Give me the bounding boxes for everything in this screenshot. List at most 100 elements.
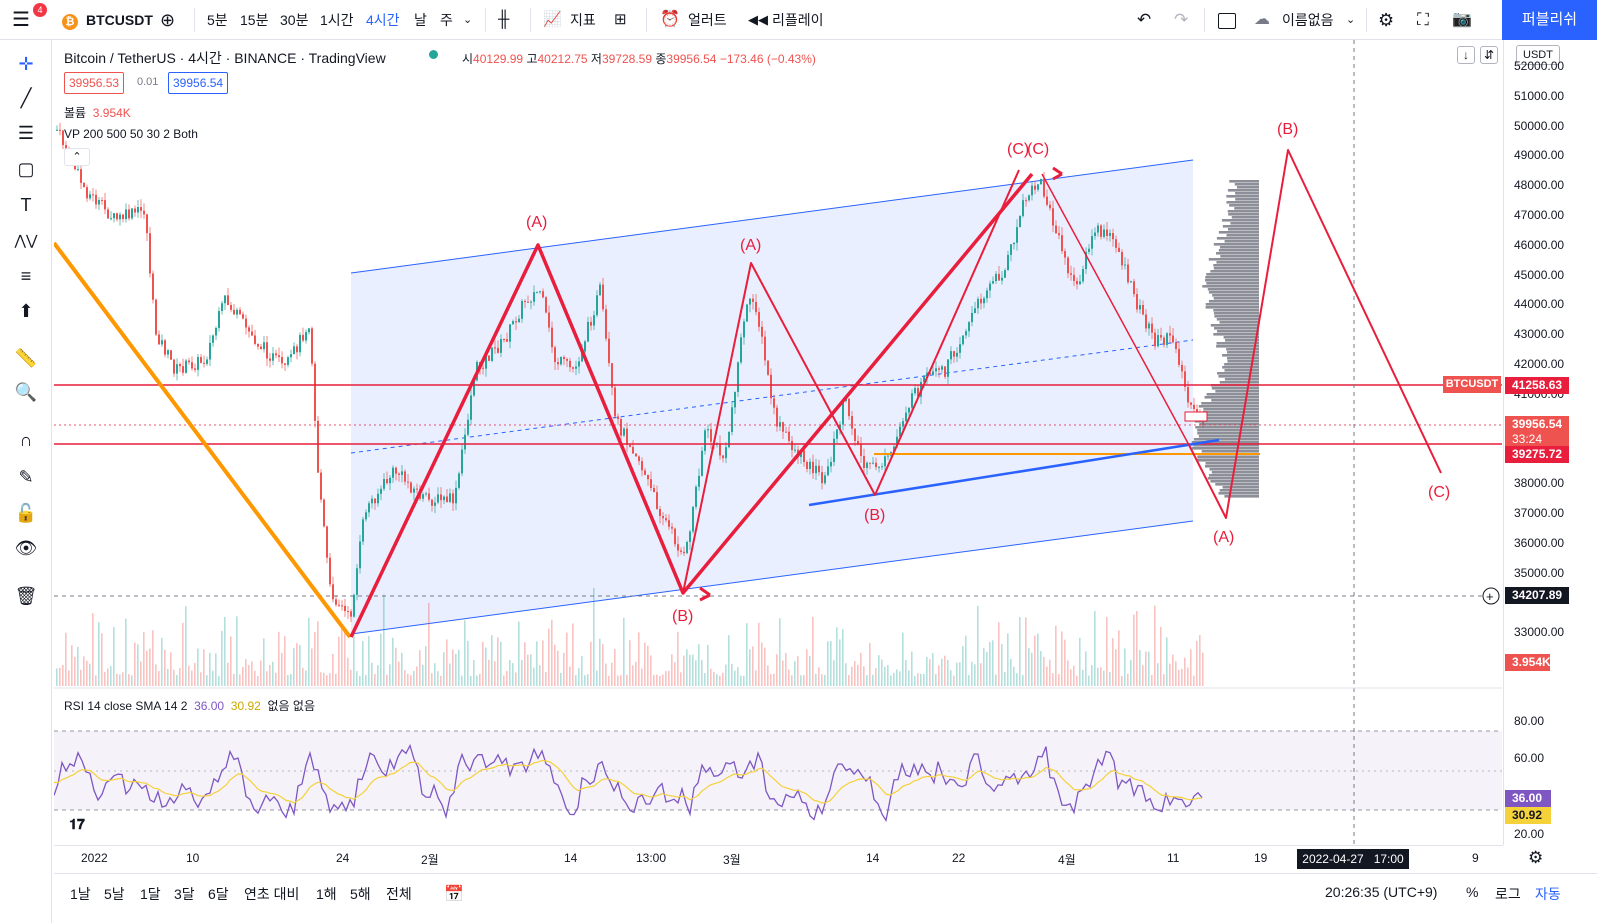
range-6m[interactable]: 6달 (208, 886, 229, 902)
candle-body (317, 420, 319, 473)
chevron-down-icon[interactable]: ⌄ (463, 14, 473, 26)
replay-icon[interactable]: ◀◀ (748, 12, 768, 27)
vp-legend[interactable]: VP 200 500 50 30 2 Both (64, 127, 198, 141)
volume-bar (656, 674, 658, 686)
trendline-icon[interactable]: ╱ (20, 88, 32, 108)
candle-body (767, 360, 769, 375)
volume-profile-row (1210, 324, 1259, 327)
range-5d[interactable]: 5날 (104, 886, 125, 902)
volume-bar (233, 673, 235, 686)
interval-1h[interactable]: 1시간 (320, 12, 354, 28)
crosshair-icon[interactable]: ✛ (18, 54, 34, 74)
candle-body (242, 314, 244, 319)
interval-15m[interactable]: 15분 (240, 12, 269, 28)
volume-legend[interactable]: 볼륨 3.954K (64, 106, 131, 120)
unlock-icon[interactable]: 🔓 (14, 503, 38, 523)
range-1y[interactable]: 1해 (316, 886, 337, 902)
lock-drawing-icon[interactable]: ✎ (18, 467, 34, 487)
layout-chevron-icon[interactable]: ⌄ (1346, 14, 1356, 26)
clock-timezone[interactable]: 20:26:35 (UTC+9) (1325, 884, 1438, 900)
fullscreen-icon[interactable]: ⛶ (1417, 10, 1429, 29)
volume-bar (1010, 658, 1012, 686)
candle-body (263, 342, 265, 350)
prediction-icon[interactable]: ≡ (20, 266, 32, 286)
rectangle-icon[interactable]: ▢ (17, 159, 35, 179)
indicators-icon[interactable]: 📈 (543, 11, 562, 28)
eye-icon[interactable]: 👁 (14, 538, 38, 558)
range-3m[interactable]: 3달 (174, 886, 195, 902)
alert-clock-icon[interactable]: ⏰ (660, 11, 680, 28)
range-1m[interactable]: 1달 (140, 886, 161, 902)
interval-week[interactable]: 주 (440, 12, 453, 28)
auto-toggle[interactable]: 자동 (1535, 886, 1561, 902)
publish-button[interactable]: 퍼블리쉬 (1502, 0, 1597, 40)
volume-bar (443, 652, 445, 686)
time-axis[interactable]: 2022 10 24 2월 14 13:00 3월 14 22 4월 11 19… (54, 845, 1503, 872)
range-5y[interactable]: 5해 (350, 886, 371, 902)
interval-30m[interactable]: 30분 (280, 12, 309, 28)
volume-bar (152, 630, 154, 686)
range-all[interactable]: 전체 (386, 886, 412, 902)
redo-icon[interactable]: ↷ (1174, 10, 1189, 29)
volume-bar (86, 660, 88, 686)
indicators-button[interactable]: 지표 (570, 12, 596, 28)
arrow-up-icon[interactable]: ⬆ (18, 301, 34, 321)
interval-5m[interactable]: 5분 (207, 12, 228, 28)
volume-bar (704, 673, 706, 686)
goto-date-icon[interactable]: 📅 (444, 886, 464, 903)
range-ytd[interactable]: 연초 대비 (244, 886, 300, 902)
chart-pane[interactable]: + (A) (B) (A) (54, 40, 1502, 845)
interval-day[interactable]: 날 (414, 12, 427, 28)
collapse-chevron-icon[interactable]: ⌃ (64, 148, 90, 166)
volume-profile-row (1219, 381, 1259, 384)
volume-profile-row (1213, 333, 1259, 336)
camera-icon[interactable]: 📷 (1452, 11, 1472, 28)
settings-gear-icon[interactable]: ⚙ (1378, 10, 1395, 30)
wave-label-c3: (C) (1428, 484, 1451, 501)
volume-bar (587, 674, 589, 686)
trash-icon[interactable]: 🗑 (14, 586, 38, 606)
pattern-icon[interactable]: ⋀⋁ (14, 232, 38, 248)
candle-body (515, 321, 517, 323)
volume-bar (392, 637, 394, 686)
magnet-icon[interactable]: ∩ (19, 430, 33, 450)
candle-body (281, 357, 283, 364)
layout-name[interactable]: 이름없음 (1282, 12, 1334, 28)
axis-settings-gear-icon[interactable]: ⚙ (1528, 848, 1544, 867)
zoom-in-icon[interactable]: 🔍 (14, 382, 38, 402)
candle-style-icon[interactable]: ╫ (498, 11, 510, 28)
candle-body (866, 462, 868, 469)
layout-select-icon[interactable] (1218, 8, 1236, 32)
menu-icon[interactable]: ☰ (12, 9, 30, 31)
alert-button[interactable]: 얼러트 (688, 12, 727, 28)
price-axis[interactable]: USDT 52000.00 51000.00 50000.00 49000.00 480… (1503, 40, 1597, 845)
maximize-pane-icon[interactable]: ⇵ (1480, 46, 1498, 64)
range-1d[interactable]: 1날 (70, 886, 91, 902)
text-icon[interactable]: T (20, 195, 32, 215)
compare-add-icon[interactable]: ⊕ (160, 10, 176, 30)
volume-bar (1202, 652, 1204, 686)
percent-toggle[interactable]: % (1466, 884, 1479, 900)
tradingview-logo-icon[interactable]: 𝟏𝟕 (62, 812, 92, 836)
fib-icon[interactable]: ☰ (17, 123, 35, 143)
rsi-legend[interactable]: RSI 14 close SMA 14 2 36.00 30.92 없음 없음 (64, 699, 316, 713)
candle-body (1070, 273, 1072, 275)
candle-body (569, 360, 571, 368)
scroll-down-icon[interactable]: ↓ (1457, 46, 1475, 64)
templates-icon[interactable]: ⊞ (614, 11, 627, 28)
log-toggle[interactable]: 로그 (1495, 886, 1521, 902)
sell-button[interactable]: 39956.53 (64, 72, 125, 94)
ruler-icon[interactable]: 📏 (14, 348, 38, 368)
candle-body (680, 550, 682, 552)
buy-button[interactable]: 39956.54 (168, 72, 229, 94)
wave-main-zigzag (349, 172, 1034, 638)
currency-select[interactable]: USDT (1516, 45, 1560, 65)
candle-body (899, 426, 901, 437)
replay-button[interactable]: 리플레이 (772, 12, 824, 28)
undo-icon[interactable]: ↶ (1137, 10, 1152, 29)
candle-body (908, 407, 910, 413)
chart-title[interactable]: Bitcoin / TetherUS · 4시간 · BINANCE · Tra… (64, 50, 386, 66)
symbol-search-button[interactable]: BTCUSDT (86, 12, 153, 28)
volume-bar (248, 664, 250, 686)
interval-4h[interactable]: 4시간 (366, 12, 400, 28)
